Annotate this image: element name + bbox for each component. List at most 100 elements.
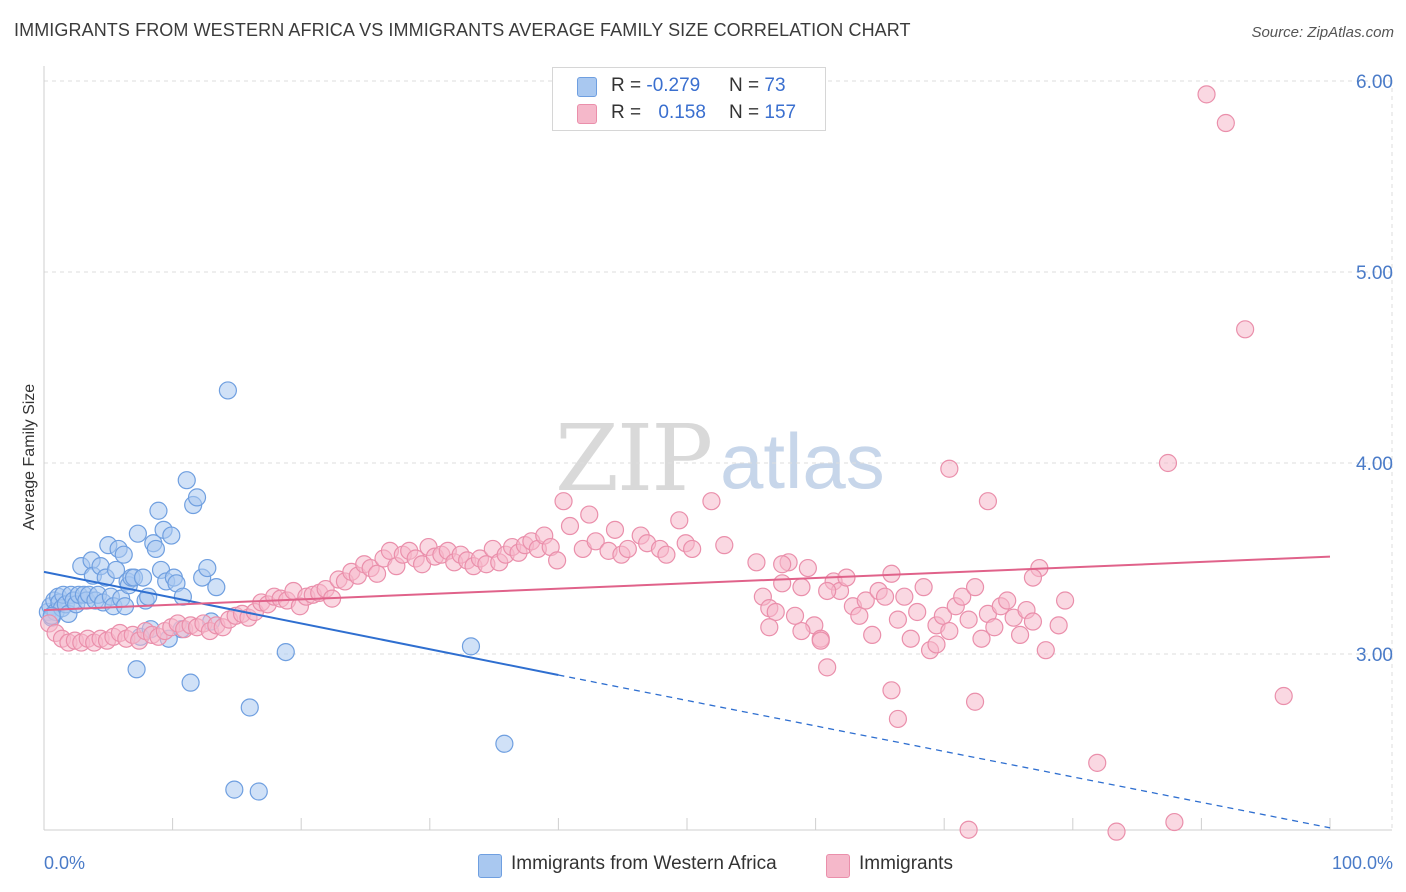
point-immigrants — [811, 631, 830, 650]
point-western-africa — [133, 568, 153, 587]
point-immigrants — [657, 545, 676, 564]
point-immigrants — [670, 511, 689, 530]
point-immigrants — [985, 618, 1004, 637]
point-western-africa — [162, 526, 181, 545]
point-immigrants — [978, 492, 998, 511]
trend-lines — [43, 555, 1331, 829]
point-immigrants — [773, 555, 792, 574]
point-immigrants — [959, 610, 978, 629]
point-western-africa — [218, 381, 237, 400]
point-immigrants — [798, 558, 817, 578]
y-tick-label: 6.00 — [1356, 72, 1393, 93]
watermark-atlas: atlas — [720, 417, 885, 505]
point-immigrants — [1107, 822, 1126, 841]
point-immigrants — [1036, 641, 1055, 660]
legend-r-label: R = — [611, 75, 647, 96]
point-western-africa — [187, 488, 207, 507]
point-immigrants — [1023, 612, 1043, 631]
point-immigrants — [888, 610, 908, 629]
point-immigrants — [933, 606, 953, 625]
point-immigrants — [998, 591, 1017, 610]
legend-r-value: 0.158 — [658, 102, 706, 123]
point-immigrants — [760, 618, 779, 637]
legend-swatch-pink — [826, 854, 850, 878]
point-western-africa — [173, 587, 192, 606]
point-immigrants — [1165, 812, 1184, 832]
point-immigrants — [1236, 320, 1255, 339]
y-tick-label: 5.00 — [1356, 263, 1393, 284]
point-immigrants — [972, 629, 991, 648]
legend-series: Immigrants from Western Africa Immigrant… — [0, 852, 1406, 878]
watermark-zip: ZIP — [555, 405, 711, 512]
legend-r-label: R = — [611, 102, 647, 123]
legend-n-value: 73 — [764, 75, 786, 96]
point-immigrants — [1158, 453, 1178, 473]
point-immigrants — [940, 621, 959, 641]
point-immigrants — [1049, 616, 1068, 635]
point-immigrants — [882, 681, 901, 700]
point-western-africa — [149, 501, 168, 520]
y-tick-label: 3.00 — [1356, 645, 1393, 666]
trend-line-western-africa — [43, 570, 559, 676]
x-tick-label: 0.0% — [44, 853, 85, 873]
point-immigrants — [888, 709, 908, 729]
legend-swatch-blue — [478, 854, 502, 878]
point-immigrants — [901, 629, 920, 648]
point-immigrants — [554, 492, 573, 511]
point-immigrants — [1216, 113, 1235, 133]
point-immigrants — [908, 602, 927, 622]
point-immigrants — [875, 587, 895, 606]
point-immigrants — [702, 492, 721, 511]
legend-n-value: 157 — [764, 102, 797, 123]
point-immigrants — [785, 606, 805, 625]
point-immigrants — [1274, 686, 1293, 706]
point-immigrants — [367, 564, 387, 583]
point-immigrants — [560, 516, 580, 536]
point-immigrants — [766, 602, 785, 622]
y-axis-label: Average Family Size — [21, 384, 38, 531]
point-western-africa — [207, 578, 226, 597]
point-western-africa — [181, 673, 200, 692]
chart-title: IMMIGRANTS FROM WESTERN AFRICA VS IMMIGR… — [14, 20, 911, 40]
point-immigrants — [548, 551, 567, 570]
point-immigrants — [965, 578, 985, 597]
legend-row-blue: R = -0.279 N = 73 — [553, 74, 825, 100]
legend-swatch-blue — [577, 77, 597, 97]
source-label: Source: ZipAtlas.com — [1251, 24, 1394, 41]
point-western-africa — [106, 560, 126, 580]
point-western-africa — [146, 539, 165, 559]
point-immigrants — [580, 505, 599, 524]
point-immigrants — [863, 625, 882, 645]
point-immigrants — [747, 553, 766, 572]
point-western-africa — [225, 780, 244, 799]
point-immigrants — [792, 621, 811, 641]
point-western-africa — [198, 558, 217, 578]
point-immigrants — [586, 532, 605, 551]
point-western-africa — [276, 642, 295, 662]
point-immigrants — [715, 536, 734, 555]
point-immigrants — [818, 581, 837, 601]
legend-n-label: N = — [729, 75, 765, 96]
point-immigrants — [1010, 625, 1030, 645]
legend-r-value: -0.279 — [646, 75, 701, 96]
legend-row-pink: R = 0.158 N = 157 — [553, 101, 825, 127]
point-immigrants — [1197, 85, 1216, 104]
axes — [43, 66, 1392, 831]
point-western-africa — [114, 545, 133, 564]
point-immigrants — [1055, 591, 1075, 610]
grid-lines — [44, 80, 1393, 830]
point-immigrants — [850, 606, 869, 625]
point-immigrants — [940, 459, 959, 478]
point-western-africa — [249, 782, 268, 801]
point-immigrants — [959, 820, 978, 839]
tick-labels: 3.00 4.00 5.00 6.00 0.0% 100.0% — [44, 72, 1393, 873]
point-western-africa — [240, 698, 259, 717]
legend-label: Immigrants — [859, 853, 953, 874]
point-immigrants — [856, 591, 875, 610]
point-immigrants — [914, 578, 933, 597]
legend-n-label: N = — [729, 102, 765, 123]
point-immigrants — [1088, 753, 1107, 772]
point-immigrants — [773, 574, 792, 593]
point-immigrants — [965, 692, 985, 711]
